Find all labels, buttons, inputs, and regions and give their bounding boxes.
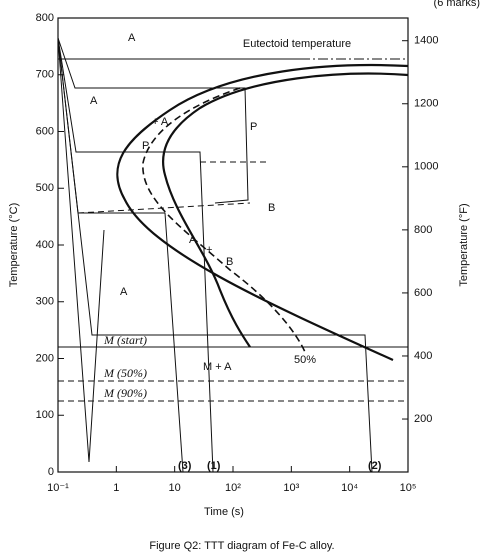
plot-frame — [57, 17, 409, 473]
label: M + A — [203, 361, 232, 373]
cooling-path — [57, 37, 105, 463]
caption: Figure Q2: TTT diagram of Fe-C alloy. — [149, 540, 334, 552]
y2-tick-label: 1000 — [414, 161, 438, 173]
label: M (start) — [103, 333, 147, 347]
label: A — [128, 32, 136, 44]
cooling-path — [57, 37, 214, 473]
marks: (6 marks) — [434, 0, 480, 9]
x-tick-label: 10 — [169, 482, 181, 494]
y2-tick-label: 1200 — [414, 98, 438, 110]
x-tick-label: 10³ — [283, 482, 299, 494]
label: A — [189, 234, 197, 246]
x-tick-label: 1 — [113, 482, 119, 494]
x-tick-label: 10⁴ — [341, 482, 358, 494]
label: M (90%) — [103, 386, 147, 400]
y2-tick-label: 1400 — [414, 35, 438, 47]
y-tick-label: 400 — [36, 239, 54, 251]
cooling-path — [57, 37, 249, 204]
label: (3) — [178, 460, 192, 472]
y-tick-label: 100 — [36, 409, 54, 421]
label: B — [226, 256, 233, 268]
label: A — [120, 286, 128, 298]
y2-axis-label: Temperature (°F) — [458, 203, 470, 286]
label: (1) — [207, 460, 221, 472]
label: (2) — [368, 460, 382, 472]
y2-tick-label: 400 — [414, 350, 432, 362]
y2-tick-label: 800 — [414, 224, 432, 236]
label: A — [90, 95, 98, 107]
label: P — [250, 121, 257, 133]
label: + A — [152, 116, 169, 128]
y-axis-label: Temperature (°C) — [8, 203, 20, 287]
start-curve — [116, 64, 409, 362]
fifty-curve — [142, 87, 306, 353]
label: M (50%) — [103, 366, 147, 380]
y-tick-label: 0 — [48, 466, 54, 478]
x-tick-label: 10⁻¹ — [47, 482, 69, 494]
y-tick-label: 600 — [36, 125, 54, 137]
y-tick-label: 800 — [36, 12, 54, 24]
y-tick-label: 300 — [36, 296, 54, 308]
cooling-path — [57, 37, 373, 473]
label: P — [142, 140, 149, 152]
y2-tick-label: 600 — [414, 287, 432, 299]
finish-curve — [161, 72, 409, 348]
label: 50% — [294, 354, 316, 366]
cooling-path — [77, 202, 251, 214]
y-tick-label: 500 — [36, 182, 54, 194]
y2-tick-label: 200 — [414, 413, 432, 425]
x-tick-label: 10² — [225, 482, 241, 494]
x-tick-label: 10⁵ — [400, 482, 417, 494]
label: + — [206, 244, 212, 256]
y-tick-label: 200 — [36, 352, 54, 364]
cooling-path — [57, 37, 184, 473]
label: B — [268, 202, 275, 214]
x-axis-label: Time (s) — [204, 506, 244, 518]
label: Eutectoid temperature — [243, 38, 351, 50]
y-tick-label: 700 — [36, 69, 54, 81]
